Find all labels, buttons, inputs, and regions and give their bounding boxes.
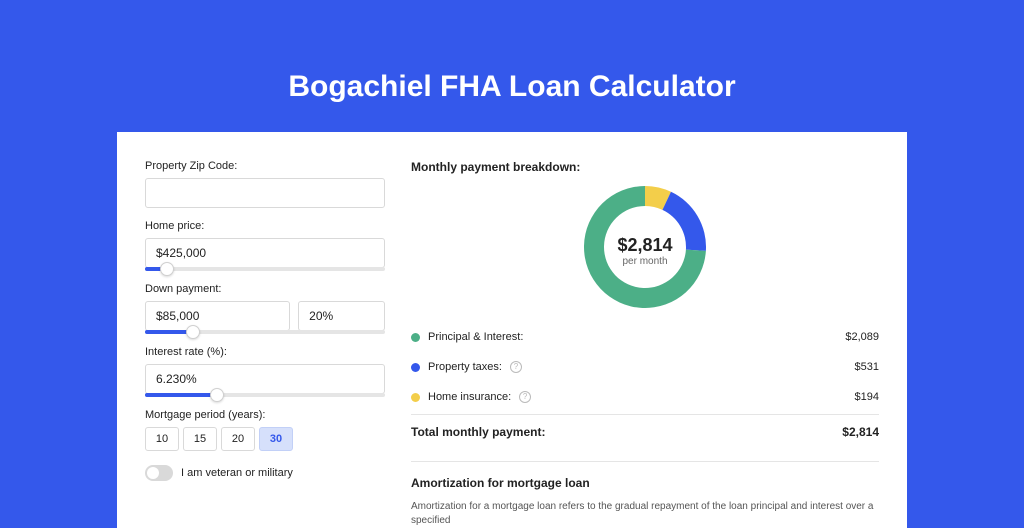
breakdown-row-ins: Home insurance:? $194: [411, 382, 879, 412]
legend-dot-pi: [411, 333, 420, 342]
down-payment-amount-input[interactable]: [145, 301, 290, 331]
breakdown-value: $194: [855, 391, 879, 403]
period-options: 10152030: [145, 427, 385, 451]
amortization-text: Amortization for a mortgage loan refers …: [411, 500, 879, 528]
interest-slider-thumb[interactable]: [210, 388, 224, 402]
total-value: $2,814: [842, 425, 879, 439]
donut-chart: $2,814 per month: [411, 184, 879, 322]
legend-dot-tax: [411, 363, 420, 372]
interest-slider[interactable]: [145, 393, 385, 397]
breakdown-rows: Principal & Interest: $2,089 Property taxe…: [411, 322, 879, 412]
period-option-30[interactable]: 30: [259, 427, 293, 451]
total-row: Total monthly payment: $2,814: [411, 414, 879, 439]
breakdown-label: Property taxes:: [428, 361, 502, 373]
down-payment-label: Down payment:: [145, 283, 385, 295]
calculator-card: Property Zip Code: Home price: Down paym…: [117, 132, 907, 528]
home-price-label: Home price:: [145, 220, 385, 232]
interest-input[interactable]: [145, 364, 385, 394]
donut-sub: per month: [617, 256, 672, 267]
amortization-heading: Amortization for mortgage loan: [411, 476, 879, 490]
home-price-slider-thumb[interactable]: [160, 262, 174, 276]
page-title: Bogachiel FHA Loan Calculator: [0, 0, 1024, 132]
interest-field: Interest rate (%):: [145, 346, 385, 397]
period-option-15[interactable]: 15: [183, 427, 217, 451]
veteran-toggle[interactable]: [145, 465, 173, 481]
info-icon[interactable]: ?: [510, 361, 522, 373]
total-label: Total monthly payment:: [411, 425, 545, 439]
veteran-toggle-knob: [147, 467, 159, 479]
home-price-field: Home price:: [145, 220, 385, 271]
legend-dot-ins: [411, 393, 420, 402]
home-price-slider[interactable]: [145, 267, 385, 271]
donut-amount: $2,814: [617, 235, 672, 256]
breakdown-row-pi: Principal & Interest: $2,089: [411, 322, 879, 352]
down-payment-pct-input[interactable]: [298, 301, 385, 331]
breakdown-label: Home insurance:: [428, 391, 511, 403]
breakdown-value: $2,089: [845, 331, 879, 343]
form-column: Property Zip Code: Home price: Down paym…: [145, 160, 385, 528]
down-payment-slider[interactable]: [145, 330, 385, 334]
zip-label: Property Zip Code:: [145, 160, 385, 172]
donut-center: $2,814 per month: [617, 235, 672, 267]
home-price-input[interactable]: [145, 238, 385, 268]
breakdown-column: Monthly payment breakdown: $2,814 per mo…: [411, 160, 879, 528]
amortization-block: Amortization for mortgage loan Amortizat…: [411, 461, 879, 528]
down-payment-field: Down payment:: [145, 283, 385, 334]
zip-input[interactable]: [145, 178, 385, 208]
down-payment-slider-thumb[interactable]: [186, 325, 200, 339]
period-label: Mortgage period (years):: [145, 409, 385, 421]
interest-label: Interest rate (%):: [145, 346, 385, 358]
info-icon[interactable]: ?: [519, 391, 531, 403]
breakdown-label: Principal & Interest:: [428, 331, 523, 343]
zip-field: Property Zip Code:: [145, 160, 385, 208]
breakdown-value: $531: [855, 361, 879, 373]
breakdown-heading: Monthly payment breakdown:: [411, 160, 879, 174]
breakdown-row-tax: Property taxes:? $531: [411, 352, 879, 382]
veteran-label: I am veteran or military: [181, 467, 293, 479]
period-option-10[interactable]: 10: [145, 427, 179, 451]
period-option-20[interactable]: 20: [221, 427, 255, 451]
period-field: Mortgage period (years): 10152030: [145, 409, 385, 451]
veteran-row: I am veteran or military: [145, 465, 385, 481]
